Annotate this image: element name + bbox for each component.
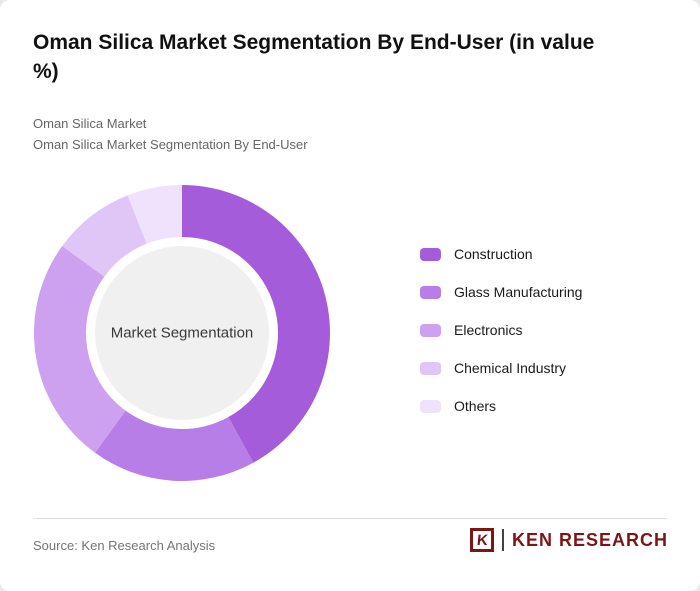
pie-slice-construction bbox=[182, 185, 331, 463]
logo-k-box-icon: K bbox=[470, 528, 495, 552]
legend-item-others: Others bbox=[420, 398, 582, 414]
pie-slice-others bbox=[127, 185, 182, 244]
subtitle-block: Oman Silica Market Oman Silica Market Se… bbox=[33, 113, 308, 155]
legend-item-construction: Construction bbox=[420, 246, 582, 262]
donut-chart-svg: Market Segmentation bbox=[33, 185, 331, 482]
pie-slice-chemical-industry bbox=[62, 195, 147, 277]
subtitle-line-1: Oman Silica Market bbox=[33, 116, 147, 131]
legend-item-glass-manufacturing: Glass Manufacturing bbox=[420, 284, 583, 300]
legend-swatch-icon bbox=[420, 399, 441, 413]
legend-label: Construction bbox=[454, 246, 533, 262]
chart-legend: Construction Glass Manufacturing Electroni… bbox=[420, 246, 583, 437]
legend-swatch-icon bbox=[420, 247, 441, 261]
legend-swatch-icon bbox=[420, 361, 441, 375]
ken-research-logo: K KEN RESEARCH bbox=[470, 528, 668, 552]
legend-label: Electronics bbox=[454, 322, 523, 338]
legend-label: Others bbox=[454, 398, 497, 414]
donut-center-circle bbox=[95, 246, 269, 420]
donut-center-label: Market Segmentation bbox=[111, 325, 254, 342]
donut-chart: Market Segmentation bbox=[32, 183, 332, 483]
pie-slice-electronics bbox=[33, 246, 126, 453]
pie-slices-group bbox=[33, 185, 331, 482]
legend-label: Glass Manufacturing bbox=[454, 284, 583, 300]
legend-item-electronics: Electronics bbox=[420, 322, 582, 338]
legend-item-chemical-industry: Chemical Industry bbox=[420, 360, 582, 376]
page-title: Oman Silica Market Segmentation By End-U… bbox=[33, 31, 595, 84]
pie-slice-glass-manufacturing bbox=[95, 410, 254, 482]
subtitle-line-2: Oman Silica Market Segmentation By End-U… bbox=[33, 137, 308, 152]
legend-label: Chemical Industry bbox=[454, 360, 567, 376]
logo-k-letter: K bbox=[476, 531, 489, 549]
logo-separator bbox=[502, 529, 504, 551]
footer-divider bbox=[33, 518, 667, 519]
source-text: Source: Ken Research Analysis bbox=[33, 538, 216, 553]
legend-swatch-icon bbox=[420, 323, 441, 337]
logo-wordmark: KEN RESEARCH bbox=[511, 529, 668, 550]
legend-swatch-icon bbox=[420, 285, 441, 299]
